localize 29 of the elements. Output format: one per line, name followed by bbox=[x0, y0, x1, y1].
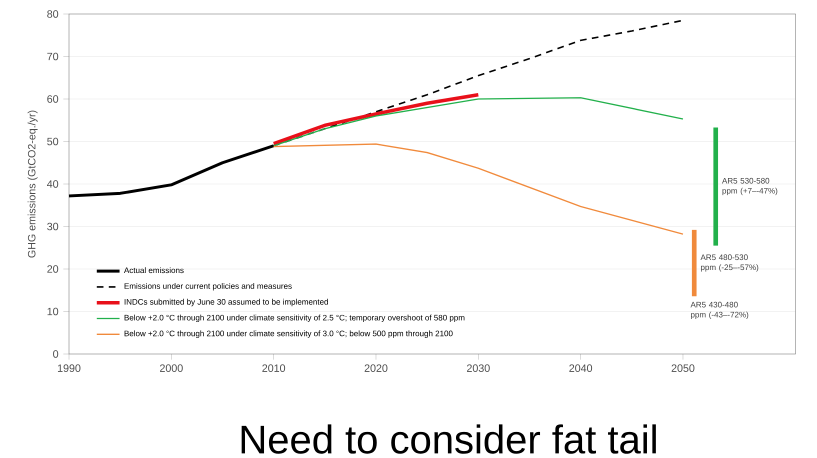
legend-label: Actual emissions bbox=[124, 267, 184, 274]
x-tick-label: 1990 bbox=[58, 364, 80, 372]
y-tick-label: 10 bbox=[48, 308, 58, 316]
y-tick-label: 60 bbox=[47, 95, 58, 103]
y-tick-label: 20 bbox=[47, 265, 58, 273]
legend-label: Below +2.0 °C through 2100 under climate sensitivity of 3.0 °C; below 500 ppm through 2100 bbox=[124, 330, 453, 338]
y-tick-label: 80 bbox=[47, 10, 58, 18]
y-tick-label: 50 bbox=[47, 138, 58, 146]
annotation: AR5 480-530 ppm (-25–-57%) bbox=[700, 254, 758, 272]
x-tick-label: 2010 bbox=[262, 364, 286, 372]
legend-label: Emissions under current policies and measures bbox=[124, 283, 292, 290]
annotation: AR5 530-580 ppm (+7–-47%) bbox=[722, 178, 778, 196]
x-tick-label: 2000 bbox=[160, 364, 183, 372]
legend-label: Below +2.0 °C through 2100 under climate sensitivity of 2.5 °C; temporary overshoot of 580 ppm bbox=[124, 314, 464, 322]
y-tick-label: 40 bbox=[46, 180, 58, 188]
annotation: AR5 430-480 ppm (-43–-72%) bbox=[690, 302, 748, 320]
line-series bbox=[272, 97, 684, 146]
line-series bbox=[272, 143, 684, 235]
y-tick-label: 0 bbox=[53, 350, 58, 358]
legend-label: INDCs submitted by June 30 assumed to be implemented bbox=[124, 298, 328, 306]
y-axis-title: GHG emissions (GtCO2-eq./yr) bbox=[28, 110, 38, 258]
x-tick-label: 2020 bbox=[364, 364, 388, 372]
x-tick-label: 2030 bbox=[466, 364, 490, 372]
line-series bbox=[272, 93, 480, 146]
x-tick-label: 2040 bbox=[569, 364, 592, 372]
x-tick-label: 2050 bbox=[672, 364, 694, 372]
y-tick-label: 70 bbox=[47, 52, 58, 60]
text: Need to consider fat tail bbox=[242, 424, 656, 454]
y-tick-label: 30 bbox=[47, 222, 58, 230]
